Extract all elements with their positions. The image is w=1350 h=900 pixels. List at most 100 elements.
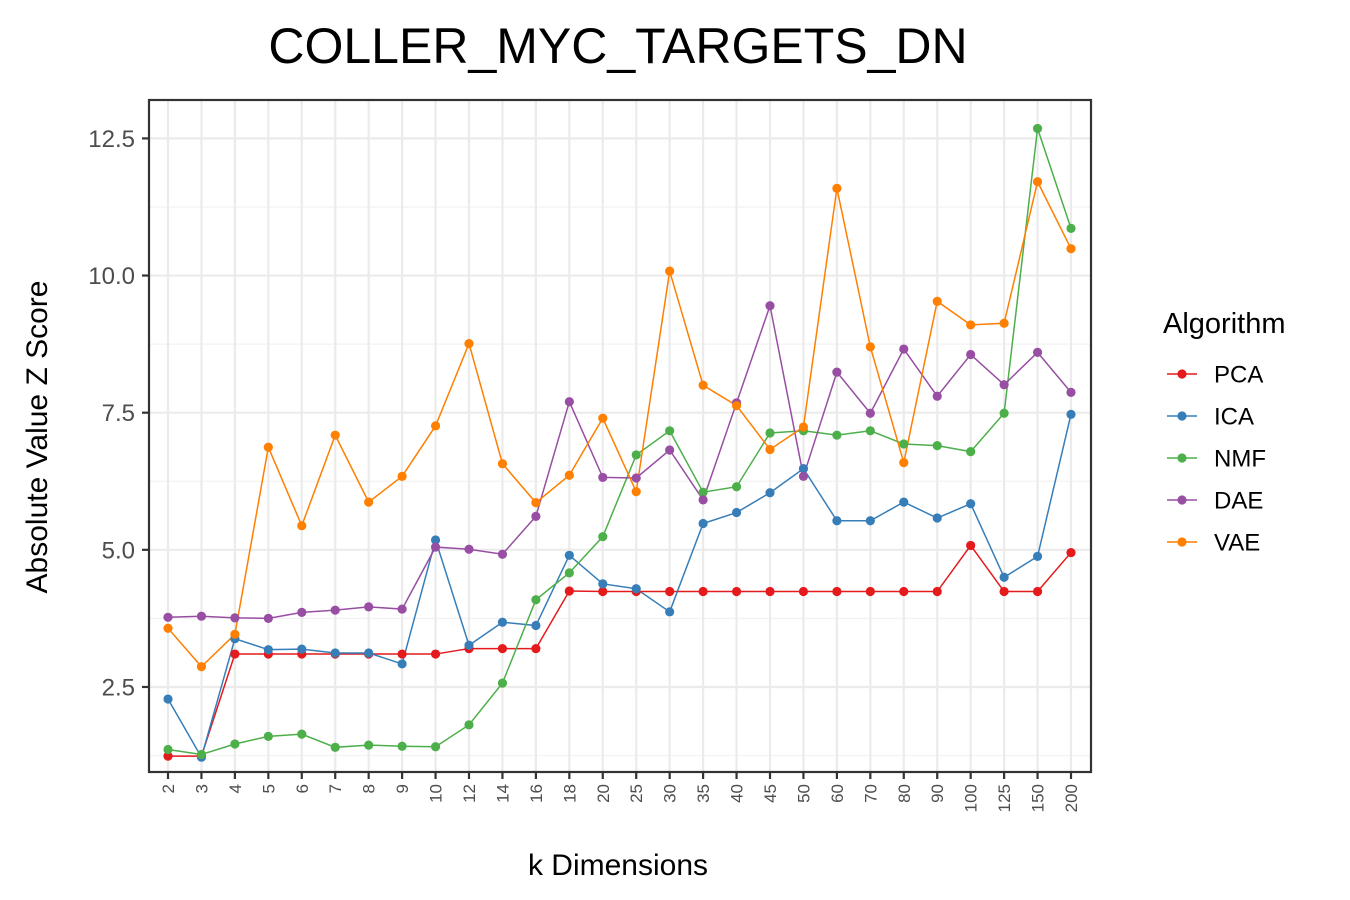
data-point-ica: [531, 620, 541, 631]
data-point-nmf: [999, 408, 1009, 418]
data-point-dae: [598, 472, 608, 483]
data-point-nmf: [564, 568, 574, 578]
data-point-pca: [999, 586, 1009, 597]
data-point-ica: [497, 617, 508, 627]
data-point-ica: [765, 488, 775, 498]
data-point-pca: [765, 586, 775, 597]
data-point-dae: [798, 471, 809, 481]
data-point-nmf: [163, 744, 173, 755]
data-point-vae: [932, 296, 942, 306]
data-point-vae: [330, 430, 340, 440]
data-point-ica: [698, 518, 708, 529]
data-point-dae: [698, 495, 708, 505]
data-point-nmf: [832, 430, 842, 440]
data-point-vae: [230, 629, 240, 639]
data-point-dae: [430, 542, 441, 552]
x-tick-label: 60: [828, 784, 847, 803]
data-point-vae: [598, 413, 608, 423]
data-point-dae: [497, 549, 508, 559]
data-point-pca: [899, 586, 909, 597]
chart-title: COLLER_MYC_TARGETS_DN: [268, 18, 967, 74]
data-point-vae: [731, 400, 742, 411]
x-tick-label: 30: [661, 784, 680, 803]
legend-key-point: [1177, 369, 1187, 379]
x-tick-label: 10: [427, 784, 446, 803]
data-point-dae: [1066, 387, 1076, 397]
data-point-ica: [1066, 409, 1076, 419]
legend-label-pca: PCA: [1214, 362, 1263, 389]
data-point-nmf: [497, 678, 508, 688]
data-point-ica: [430, 535, 441, 545]
series-line-ica: [167, 414, 1072, 760]
legend-label-dae: DAE: [1214, 488, 1263, 515]
data-point-nmf: [765, 428, 775, 438]
data-point-ica: [899, 497, 909, 507]
x-tick-label: 14: [493, 784, 512, 803]
x-tick-label: 50: [794, 784, 813, 803]
data-point-pca: [598, 586, 608, 597]
data-point-dae: [966, 349, 976, 360]
data-point-ica: [297, 644, 307, 654]
data-point-pca: [230, 649, 240, 659]
x-tick-label: 35: [694, 784, 713, 803]
data-point-vae: [263, 442, 273, 452]
data-point-pca: [497, 643, 508, 654]
legend-label-vae: VAE: [1214, 530, 1260, 557]
data-point-nmf: [397, 741, 407, 751]
data-point-pca: [430, 649, 441, 659]
data-point-ica: [631, 584, 641, 594]
data-point-ica: [364, 648, 374, 658]
x-tick-label: 4: [226, 784, 245, 793]
data-point-nmf: [1032, 123, 1043, 134]
data-point-ica: [464, 640, 474, 650]
data-point-dae: [464, 544, 474, 554]
data-point-pca: [798, 586, 809, 597]
data-point-dae: [631, 473, 641, 483]
plot-area: 2.55.07.510.012.52 3 4 5 6 7 8 9 10 12 14 16 18 20 25 3…: [88, 98, 1093, 812]
data-point-ica: [397, 659, 407, 669]
x-tick-label: 45: [761, 784, 780, 803]
data-point-vae: [631, 487, 641, 497]
x-tick-label: 16: [527, 784, 546, 803]
data-point-nmf: [631, 450, 641, 460]
data-point-ica: [731, 507, 742, 518]
x-tick-label: 25: [627, 784, 646, 803]
data-point-vae: [765, 444, 775, 455]
data-point-ica: [932, 513, 942, 523]
legend-key-point: [1177, 537, 1187, 547]
data-point-nmf: [966, 447, 976, 457]
data-point-ica: [163, 694, 173, 704]
data-point-nmf: [297, 729, 307, 739]
data-point-pca: [1032, 586, 1043, 597]
data-point-vae: [430, 421, 441, 431]
data-point-ica: [263, 645, 273, 655]
data-point-vae: [665, 266, 675, 276]
panel-border: [147, 98, 1093, 774]
data-point-ica: [1032, 551, 1043, 562]
data-point-dae: [899, 344, 909, 354]
data-point-vae: [999, 318, 1009, 328]
x-tick-label: 90: [928, 784, 947, 803]
data-point-dae: [865, 408, 875, 418]
data-point-vae: [564, 470, 574, 480]
data-point-vae: [798, 422, 809, 432]
legend-title: Algorithm: [1163, 308, 1286, 340]
data-point-ica: [330, 648, 340, 658]
legend-label-ica: ICA: [1214, 404, 1254, 431]
data-point-ica: [665, 607, 675, 617]
data-point-dae: [765, 301, 775, 311]
data-point-ica: [966, 499, 976, 509]
data-point-dae: [163, 612, 173, 622]
data-point-dae: [330, 605, 340, 615]
data-point-vae: [364, 497, 374, 507]
x-tick-label: 80: [895, 784, 914, 803]
data-point-nmf: [598, 532, 608, 542]
x-tick-label: 40: [728, 784, 747, 803]
data-point-ica: [798, 464, 809, 474]
x-tick-label: 20: [594, 784, 613, 803]
data-point-pca: [966, 540, 976, 551]
x-tick-label: 70: [861, 784, 880, 803]
data-point-dae: [230, 613, 240, 623]
